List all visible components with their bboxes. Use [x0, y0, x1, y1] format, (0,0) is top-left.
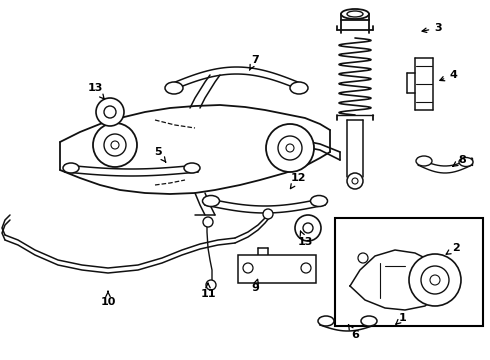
Ellipse shape [63, 163, 79, 173]
Text: 12: 12 [290, 173, 306, 189]
Ellipse shape [290, 82, 308, 94]
Ellipse shape [361, 316, 377, 326]
Circle shape [358, 253, 368, 263]
Text: 3: 3 [422, 23, 442, 33]
Text: 7: 7 [249, 55, 259, 70]
Circle shape [295, 215, 321, 241]
Circle shape [104, 134, 126, 156]
Text: 10: 10 [100, 291, 116, 307]
Ellipse shape [347, 11, 363, 17]
Bar [238, 255, 316, 283]
Ellipse shape [318, 316, 334, 326]
Text: 4: 4 [440, 70, 457, 81]
Text: 2: 2 [446, 243, 460, 254]
Circle shape [352, 178, 358, 184]
Text: 13: 13 [87, 83, 104, 99]
Text: 11: 11 [200, 283, 216, 299]
Text: 1: 1 [396, 313, 407, 324]
Text: 8: 8 [453, 155, 466, 166]
Ellipse shape [459, 158, 473, 166]
Ellipse shape [341, 9, 369, 19]
Ellipse shape [184, 163, 200, 173]
Circle shape [96, 98, 124, 126]
Circle shape [111, 141, 119, 149]
Circle shape [347, 173, 363, 189]
Circle shape [430, 275, 440, 285]
Text: 5: 5 [154, 147, 166, 162]
Text: 6: 6 [348, 325, 359, 340]
Bar [335, 218, 483, 326]
Ellipse shape [416, 156, 432, 166]
Circle shape [104, 106, 116, 118]
Circle shape [93, 123, 137, 167]
Ellipse shape [311, 195, 327, 207]
Text: 9: 9 [251, 279, 259, 293]
Circle shape [278, 136, 302, 160]
Circle shape [243, 263, 253, 273]
Circle shape [206, 280, 216, 290]
Circle shape [286, 144, 294, 152]
Circle shape [266, 124, 314, 172]
Circle shape [203, 217, 213, 227]
Ellipse shape [165, 82, 183, 94]
Circle shape [303, 223, 313, 233]
Circle shape [301, 263, 311, 273]
Circle shape [409, 254, 461, 306]
Text: 13: 13 [297, 231, 313, 247]
Circle shape [263, 209, 273, 219]
Ellipse shape [202, 195, 220, 207]
Circle shape [421, 266, 449, 294]
